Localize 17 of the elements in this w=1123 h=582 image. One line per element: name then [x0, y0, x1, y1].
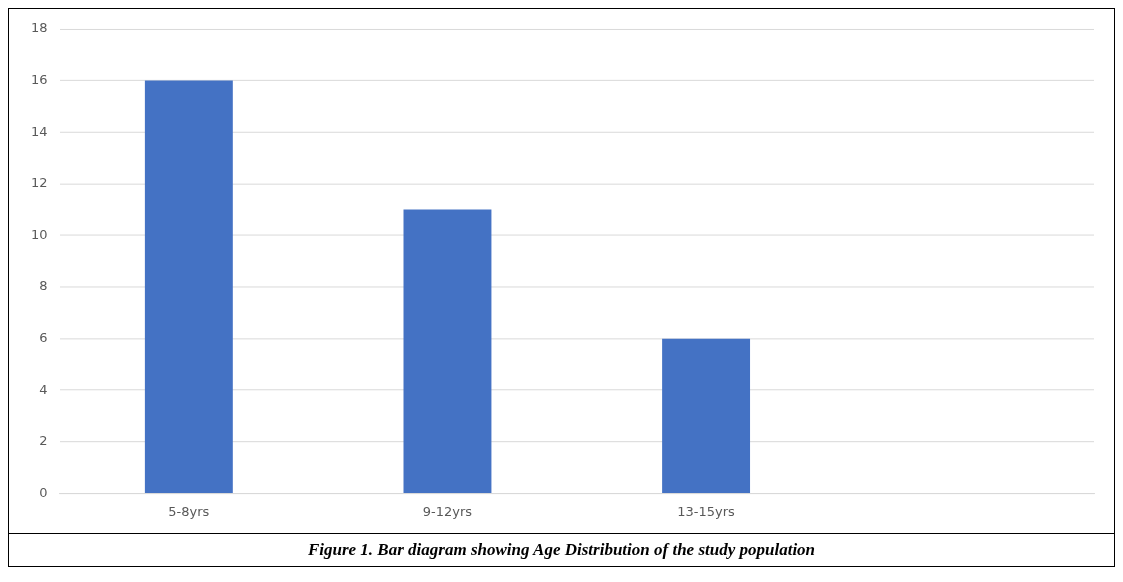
x-tick-label: 5-8yrs — [168, 503, 210, 519]
y-tick-label: 4 — [39, 381, 48, 397]
y-tick-label: 14 — [31, 123, 48, 139]
x-tick-label: 9-12yrs — [422, 503, 473, 519]
y-tick-label: 6 — [39, 330, 48, 345]
y-tick-label: 2 — [39, 433, 48, 449]
y-tick-label: 0 — [39, 484, 48, 500]
bar — [403, 209, 492, 493]
y-tick-label: 16 — [31, 71, 48, 87]
y-tick-label: 8 — [39, 278, 48, 294]
y-tick-label: 12 — [31, 175, 48, 191]
x-tick-label: 13-15yrs — [677, 503, 736, 519]
bar — [662, 338, 751, 493]
caption: Figure 1. Bar diagram showing Age Distribution of the study population — [306, 539, 817, 561]
y-tick-label: 10 — [31, 226, 48, 242]
y-tick-label: 18 — [31, 20, 48, 36]
bar — [144, 80, 233, 493]
